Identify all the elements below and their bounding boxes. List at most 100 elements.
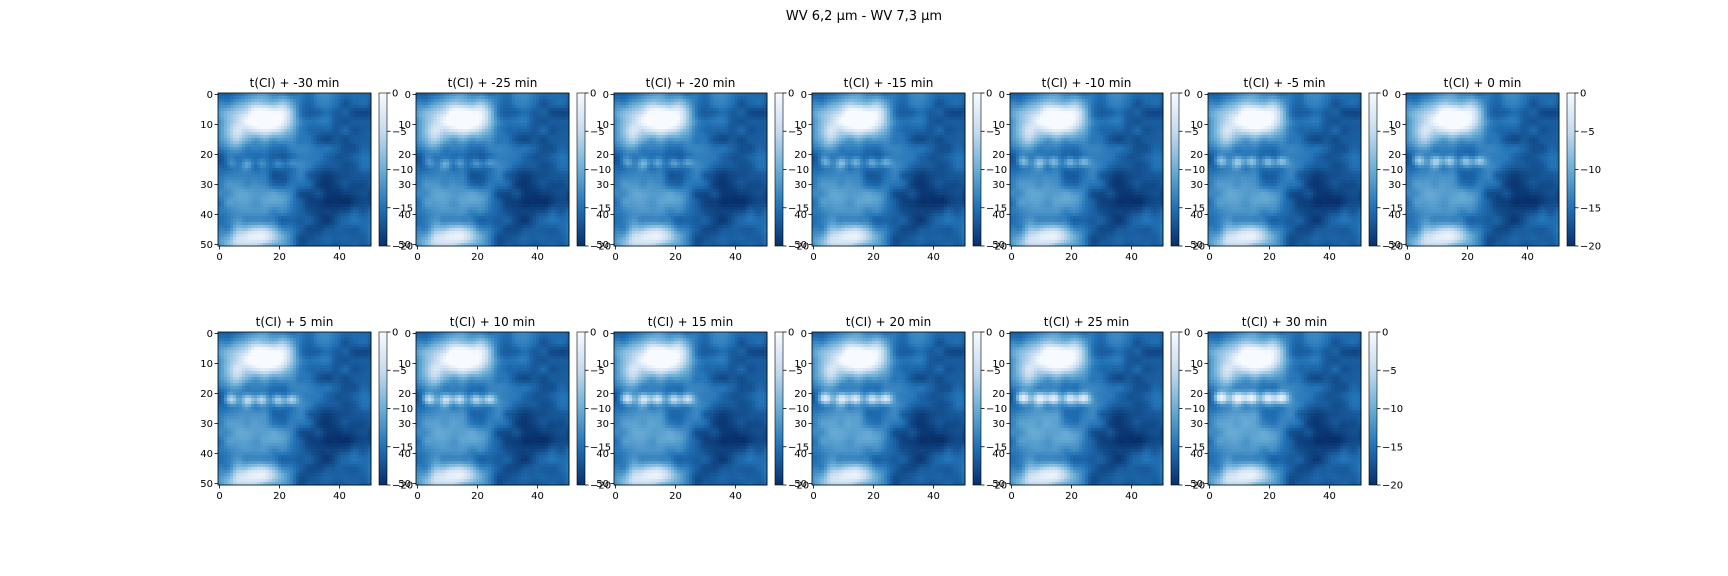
heatmap-cell — [437, 126, 441, 130]
heatmap-cell — [281, 120, 285, 124]
heatmap-cell — [512, 99, 516, 103]
heatmap-cell — [344, 126, 348, 130]
heatmap-cell — [254, 120, 258, 124]
heatmap-cell — [362, 153, 366, 157]
heatmap-cell — [539, 126, 543, 130]
heatmap-cell — [314, 219, 318, 223]
heatmap-cell — [560, 162, 564, 166]
heatmap-cell — [530, 171, 534, 175]
heatmap-cell — [362, 162, 366, 166]
heatmap-cell — [458, 102, 462, 106]
heatmap-cell — [548, 186, 552, 190]
heatmap-cell — [362, 186, 366, 190]
heatmap-cell — [533, 147, 537, 151]
heatmap-cell — [314, 114, 318, 118]
heatmap-cell — [230, 132, 234, 136]
heatmap-cell — [506, 207, 510, 211]
heatmap-cell — [425, 156, 429, 160]
heatmap-cell — [221, 102, 225, 106]
heatmap-cell — [320, 96, 324, 100]
heatmap-cell — [515, 177, 519, 181]
heatmap-cell — [512, 174, 516, 178]
heatmap-cell — [515, 147, 519, 151]
heatmap-cell — [299, 192, 303, 196]
heatmap-cell — [218, 105, 222, 109]
heatmap-cell — [473, 138, 477, 142]
heatmap-cell — [344, 222, 348, 226]
heatmap-cell — [530, 210, 534, 214]
heatmap-cell — [533, 216, 537, 220]
heatmap-cell — [323, 129, 327, 133]
heatmap-cell — [548, 168, 552, 172]
heatmap-cell — [275, 135, 279, 139]
heatmap-cell — [545, 207, 549, 211]
heatmap-cell — [326, 204, 330, 208]
heatmap-cell — [485, 129, 489, 133]
heatmap-cell — [218, 204, 222, 208]
heatmap-cell — [467, 219, 471, 223]
heatmap-cell — [419, 105, 423, 109]
heatmap-cell — [509, 183, 513, 187]
heatmap-cell — [275, 216, 279, 220]
heatmap-cell — [224, 231, 228, 235]
heatmap-cell — [311, 237, 315, 241]
heatmap-cell — [251, 231, 255, 235]
heatmap-cell — [233, 138, 237, 142]
heatmap-cell — [536, 102, 540, 106]
heatmap-cell — [503, 165, 507, 169]
heatmap-cell — [332, 177, 336, 181]
heatmap-cell — [443, 153, 447, 157]
heatmap-cell — [242, 195, 246, 199]
heatmap-cell — [491, 225, 495, 229]
heatmap-cell — [500, 156, 504, 160]
heatmap-cell — [530, 102, 534, 106]
heatmap-cell — [560, 147, 564, 151]
heatmap-cell — [434, 231, 438, 235]
heatmap-cell — [542, 174, 546, 178]
heatmap-cell — [245, 138, 249, 142]
heatmap-cell — [356, 204, 360, 208]
heatmap-cell — [293, 210, 297, 214]
heatmap-cell — [548, 180, 552, 184]
heatmap-cell — [497, 162, 501, 166]
heatmap-cell — [488, 135, 492, 139]
heatmap-cell — [548, 174, 552, 178]
heatmap-cell — [509, 129, 513, 133]
heatmap-cell — [428, 165, 432, 169]
heatmap-cell — [512, 108, 516, 112]
heatmap-cell — [281, 189, 285, 193]
heatmap-cell — [461, 96, 465, 100]
heatmap-cell — [443, 189, 447, 193]
heatmap-cell — [221, 237, 225, 241]
heatmap-cell — [344, 174, 348, 178]
heatmap-cell — [488, 150, 492, 154]
heatmap-cell — [272, 123, 276, 127]
heatmap-cell — [251, 204, 255, 208]
heatmap-cell — [236, 150, 240, 154]
heatmap-cell — [464, 129, 468, 133]
heatmap-cell — [230, 177, 234, 181]
heatmap-cell — [554, 186, 558, 190]
heatmap-cell — [509, 114, 513, 118]
heatmap-cell — [473, 222, 477, 226]
heatmap-cell — [557, 156, 561, 160]
heatmap-cell — [500, 165, 504, 169]
heatmap-cell — [254, 204, 258, 208]
heatmap-cell — [320, 159, 324, 163]
heatmap-cell — [272, 180, 276, 184]
heatmap-cell — [293, 150, 297, 154]
heatmap-cell — [218, 165, 222, 169]
heatmap-cell — [563, 144, 567, 148]
heatmap-cell — [521, 159, 525, 163]
heatmap-cell — [350, 150, 354, 154]
heatmap-cell — [518, 222, 522, 226]
heatmap-cell — [272, 111, 276, 115]
heatmap-cell — [515, 144, 519, 148]
heatmap-cell — [263, 234, 267, 238]
heatmap-cell — [455, 96, 459, 100]
heatmap-cell — [275, 198, 279, 202]
heatmap-cell — [332, 150, 336, 154]
heatmap-cell — [278, 120, 282, 124]
heatmap-cell — [479, 93, 483, 97]
